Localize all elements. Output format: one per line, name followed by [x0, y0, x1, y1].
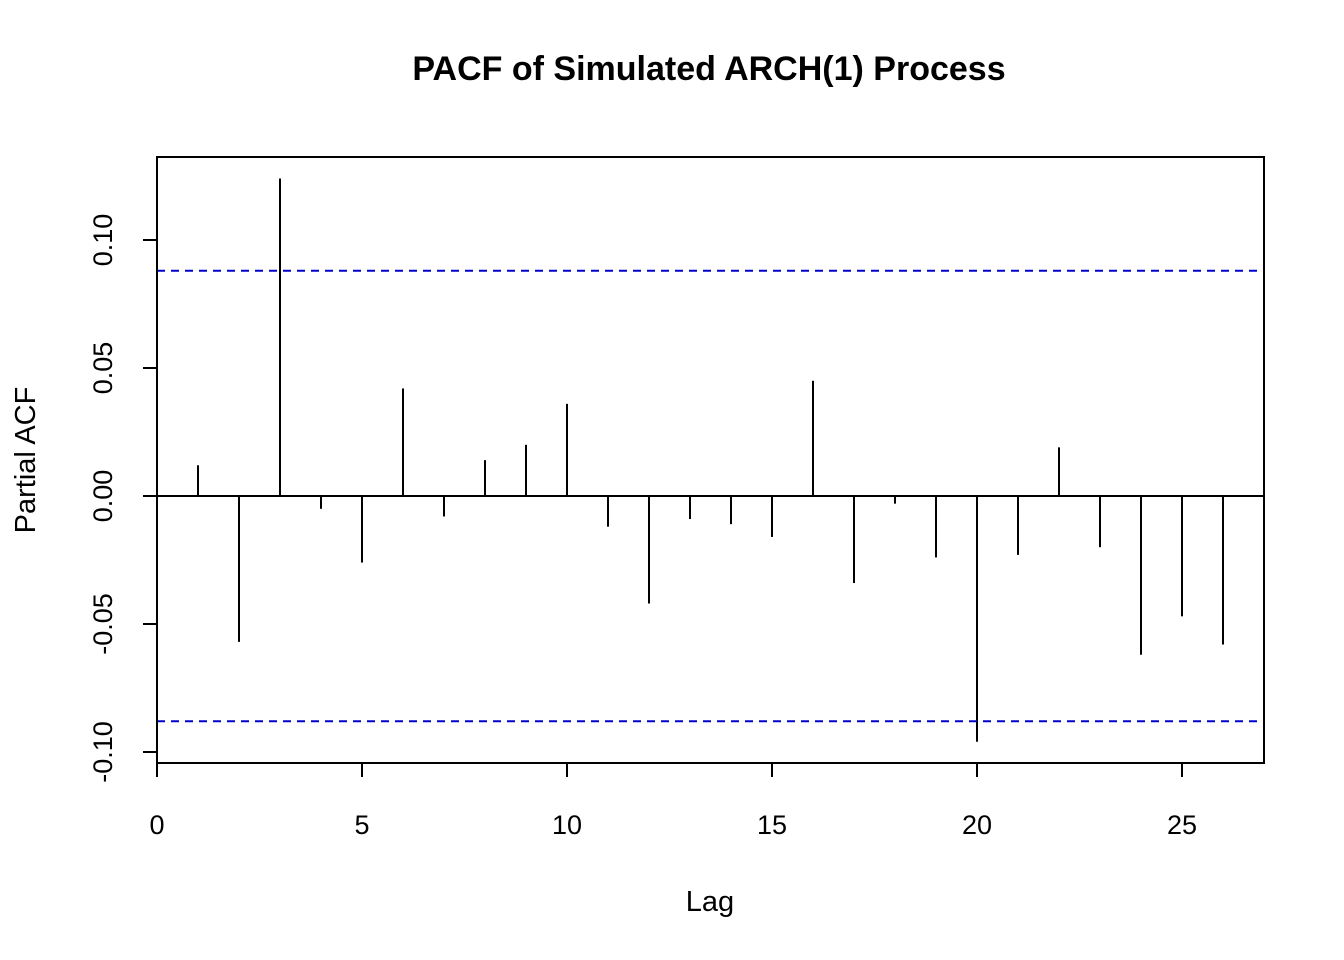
- y-axis: -0.10 -0.05 0.00 0.05 0.10: [88, 214, 158, 783]
- chart-title: PACF of Simulated ARCH(1) Process: [412, 50, 1005, 88]
- y-tick-label-4: 0.10: [88, 214, 118, 267]
- x-tick-label-25: 25: [1167, 810, 1197, 840]
- x-tick-label-15: 15: [757, 810, 787, 840]
- x-tick-label-10: 10: [552, 810, 582, 840]
- x-tick-label-0: 0: [149, 810, 164, 840]
- y-tick-label-2: 0.00: [88, 470, 118, 523]
- pacf-bars: [197, 178, 1224, 742]
- confidence-bounds: [157, 269, 1264, 723]
- y-axis-label: Partial ACF: [10, 387, 42, 534]
- x-tick-label-20: 20: [962, 810, 992, 840]
- x-tick-label-5: 5: [354, 810, 369, 840]
- y-tick-label-1: -0.05: [88, 593, 118, 655]
- plot-frame: [156, 156, 1265, 764]
- x-axis: 0 5 10 15 20 25: [149, 762, 1197, 840]
- y-tick-label-3: 0.05: [88, 342, 118, 395]
- y-tick-label-0: -0.10: [88, 721, 118, 783]
- x-axis-label: Lag: [686, 886, 734, 918]
